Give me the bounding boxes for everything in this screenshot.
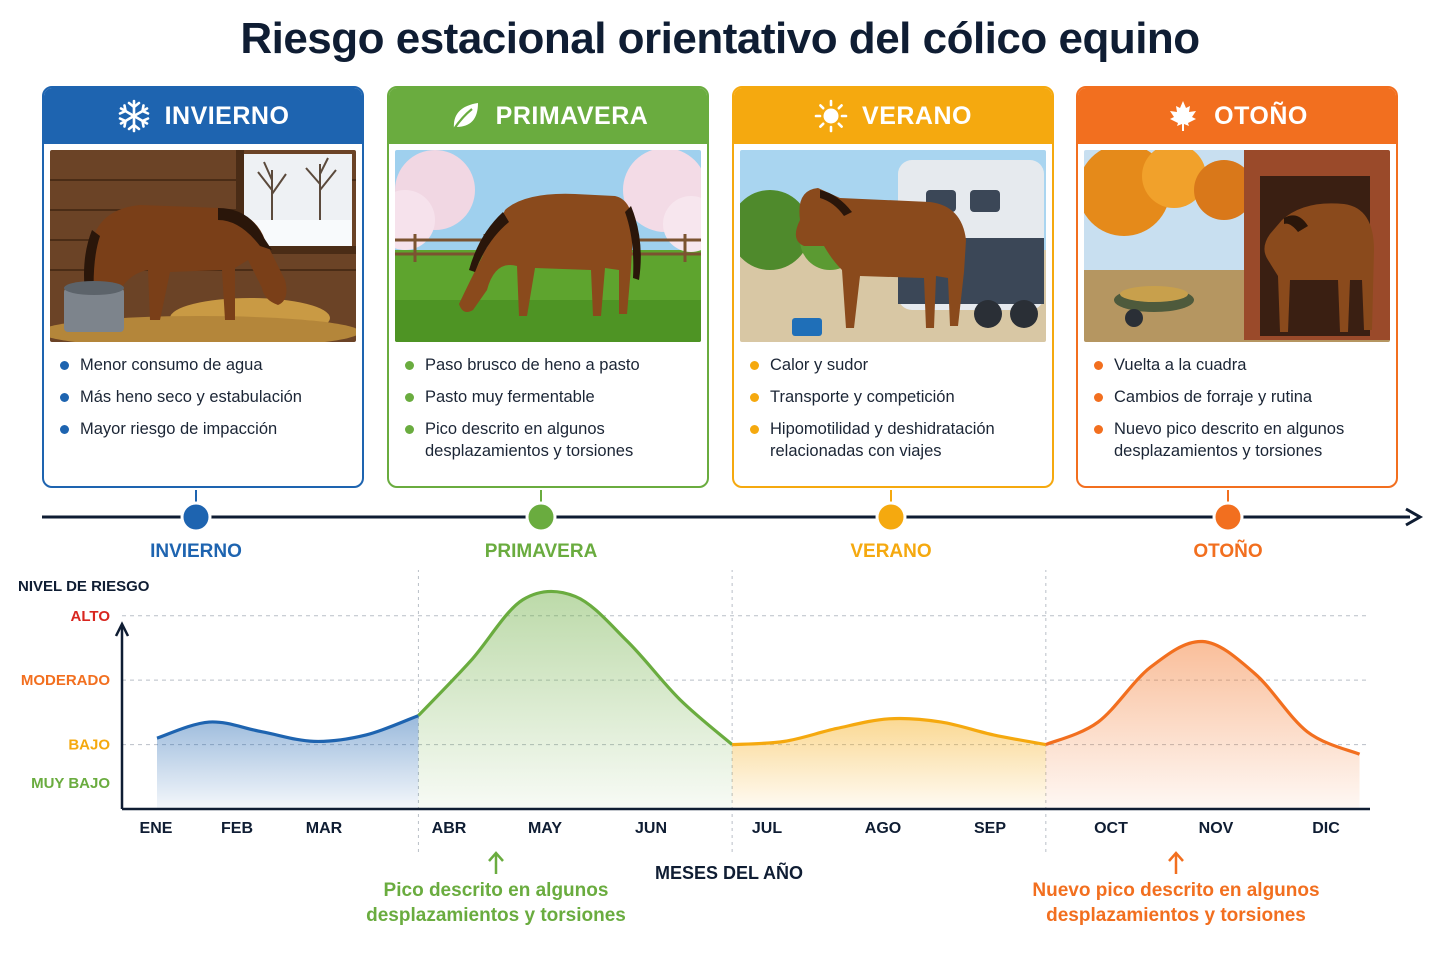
- timeline-marker-primavera: [525, 490, 557, 533]
- series-line-verano: [732, 716, 1047, 747]
- annotation-text: Pico descrito en algunos desplazamientos…: [366, 880, 626, 926]
- list-item: Pico descrito en algunos desplazamientos…: [403, 418, 699, 462]
- series-area-primavera: [418, 591, 733, 809]
- x-tick-label: SEP: [974, 820, 1006, 837]
- timeline-label-verano: VERANO: [850, 541, 932, 562]
- list-item: Calor y sudor: [748, 354, 1044, 376]
- card-verano: VERANO Calor y sudor Transporte y compet…: [732, 86, 1054, 488]
- bullet-list: Paso brusco de heno a pasto Pasto muy fe…: [403, 354, 699, 472]
- sun-icon: [814, 99, 848, 133]
- series-line-otoño: [1045, 639, 1361, 756]
- x-tick-label: JUN: [635, 820, 667, 837]
- timeline-label-primavera: PRIMAVERA: [484, 541, 598, 562]
- x-tick-label: MAR: [306, 820, 343, 837]
- x-tick-label: MAY: [528, 820, 562, 837]
- spring-pasture-photo: [395, 150, 701, 342]
- page-title: Riesgo estacional orientativo del cólico…: [240, 14, 1200, 63]
- card-header-invierno: INVIERNO: [44, 88, 362, 144]
- horse-trailer-illustration: [740, 150, 1046, 342]
- timeline-arrowhead: [1405, 507, 1424, 527]
- card-primavera: PRIMAVERA Paso brusco de heno a pasto Pa…: [387, 86, 709, 488]
- snowflake-icon: [118, 99, 149, 133]
- y-tick-label: BAJO: [68, 737, 110, 754]
- list-item: Nuevo pico descrito en algunos desplazam…: [1092, 418, 1388, 462]
- series-line-invierno: [156, 714, 419, 744]
- y-tick-label: MODERADO: [21, 672, 110, 689]
- list-item: Pasto muy fermentable: [403, 386, 699, 408]
- y-tick-label: MUY BAJO: [31, 775, 110, 792]
- risk-chart: NIVEL DE RIESGO MUY BAJO BAJO MODERADO ALTO E…: [18, 570, 1370, 883]
- x-tick-label: DIC: [1312, 820, 1340, 837]
- horse-barn-illustration: [1084, 150, 1390, 342]
- x-tick-label: NOV: [1199, 820, 1234, 837]
- y-axis-arrowhead: [114, 621, 130, 637]
- bullet-list: Calor y sudor Transporte y competición H…: [748, 354, 1044, 472]
- y-axis-title: NIVEL DE RIESGO: [18, 578, 150, 595]
- y-tick-label: ALTO: [71, 608, 111, 625]
- timeline-marker-verano: [875, 490, 907, 533]
- leaf-icon: [452, 103, 478, 130]
- annotation-spring-peak: Pico descrito en algunos desplazamientos…: [336, 850, 656, 928]
- maple-leaf-icon: [1170, 101, 1197, 131]
- season-name: INVIERNO: [164, 101, 290, 130]
- season-name: OTOÑO: [1214, 101, 1308, 130]
- annotation-autumn-peak: Nuevo pico descrito en algunos desplazam…: [1016, 850, 1336, 928]
- list-item: Paso brusco de heno a pasto: [403, 354, 699, 376]
- card-invierno: INVIERNO Menor consumo de agua: [42, 86, 364, 488]
- list-item: Más heno seco y estabulación: [58, 386, 354, 408]
- x-tick-label: ABR: [432, 820, 467, 837]
- list-item: Vuelta a la cuadra: [1092, 354, 1388, 376]
- x-tick-label: JUL: [752, 820, 782, 837]
- list-item: Menor consumo de agua: [58, 354, 354, 376]
- series-line-primavera: [417, 589, 734, 746]
- list-item: Transporte y competición: [748, 386, 1044, 408]
- season-name: VERANO: [862, 101, 972, 130]
- arrow-up-icon: [1168, 851, 1184, 874]
- timeline-label-invierno: INVIERNO: [150, 541, 242, 562]
- horse-eating-hay-illustration: [50, 150, 356, 342]
- arrow-up-icon: [488, 851, 504, 874]
- list-item: Mayor riesgo de impacción: [58, 418, 354, 440]
- bullet-list: Menor consumo de agua Más heno seco y es…: [58, 354, 354, 450]
- autumn-barn-photo: [1084, 150, 1390, 342]
- x-axis-title: MESES DEL AÑO: [655, 862, 803, 883]
- x-tick-label: FEB: [221, 820, 253, 837]
- x-tick-label: AGO: [865, 820, 901, 837]
- x-tick-label: OCT: [1094, 820, 1128, 837]
- card-otono: OTOÑO Vuelta a la cuadra Cambios de forr…: [1076, 86, 1398, 488]
- timeline-label-otono: OTOÑO: [1193, 541, 1263, 562]
- bullet-list: Vuelta a la cuadra Cambios de forraje y …: [1092, 354, 1388, 472]
- horse-grazing-illustration: [395, 150, 701, 342]
- list-item: Cambios de forraje y rutina: [1092, 386, 1388, 408]
- winter-stable-photo: [50, 150, 356, 342]
- card-header-primavera: PRIMAVERA: [389, 88, 707, 144]
- timeline-marker-otono: [1212, 490, 1244, 533]
- x-tick-label: ENE: [140, 820, 173, 837]
- list-item: Hipomotilidad y deshidratación relaciona…: [748, 418, 1044, 462]
- season-timeline: [42, 490, 1424, 533]
- season-name: PRIMAVERA: [495, 101, 649, 130]
- timeline-marker-invierno: [180, 490, 212, 533]
- series-area-verano: [732, 718, 1046, 809]
- card-header-otono: OTOÑO: [1078, 88, 1396, 144]
- summer-trailer-photo: [740, 150, 1046, 342]
- series-area-otoño: [1045, 641, 1360, 809]
- annotation-text: Nuevo pico descrito en algunos desplazam…: [1032, 880, 1320, 926]
- card-header-verano: VERANO: [734, 88, 1052, 144]
